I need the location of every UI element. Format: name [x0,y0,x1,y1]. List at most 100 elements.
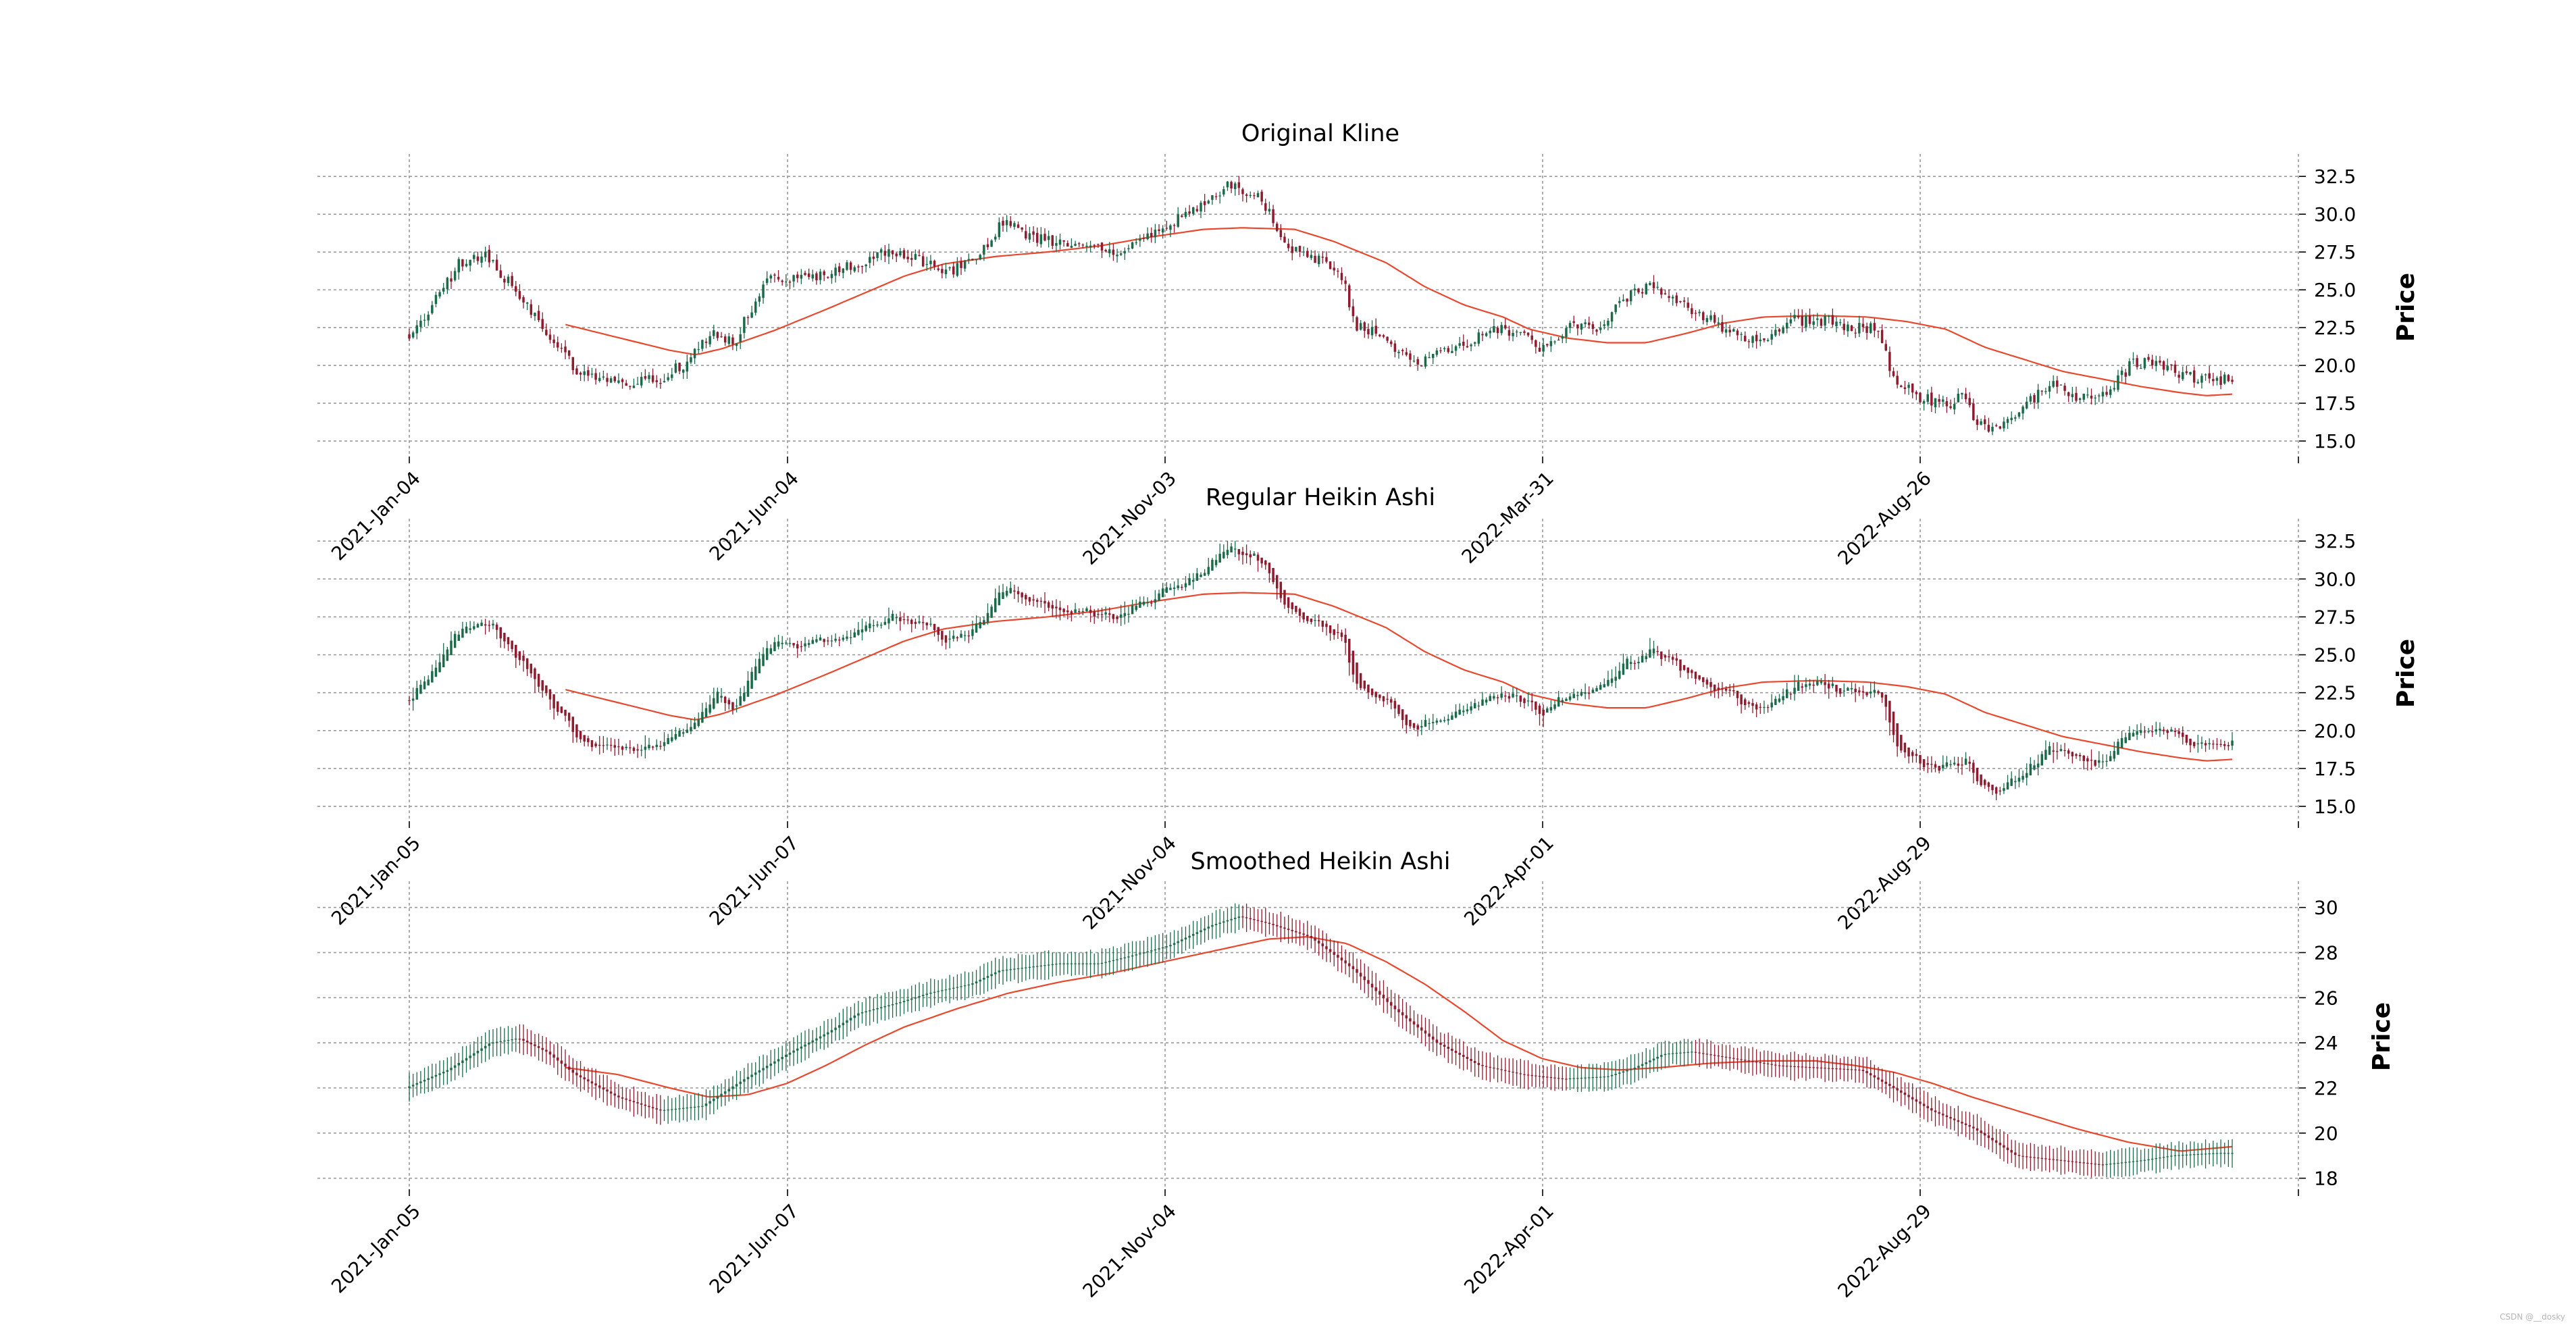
candle-body [453,271,457,280]
candle-body [1287,597,1290,608]
candle-body [765,1066,769,1068]
candle-body [727,1089,731,1092]
candle-body [453,633,457,648]
candle-body [571,1069,575,1073]
candle-body [704,1103,708,1106]
candle-body [1443,348,1446,350]
candle-body [846,262,848,270]
candle-body [1633,288,1637,290]
candle-body [921,256,925,267]
candle-body [1279,581,1283,598]
candle-body [534,1044,536,1047]
grid [317,881,2299,1187]
x-tick-label: 2021-Jan-05 [327,832,425,930]
candle-body [1675,295,1678,303]
candle-body [1466,1056,1469,1059]
candle-body [1637,1066,1640,1068]
candle-body [678,1108,681,1110]
candle-body [1820,319,1823,326]
candle-body [632,748,636,751]
candle-body [914,997,917,999]
candle-body [2040,1158,2044,1159]
candle-body [2182,732,2184,737]
candle-body [876,1008,879,1010]
candle-body [720,1093,723,1097]
candle-body [1652,1058,1655,1061]
candle-body [1645,1062,1648,1064]
candle-body [579,372,582,375]
candle-body [1493,326,1495,333]
candle-body [1454,346,1458,351]
candle-body [681,369,685,373]
candle-body [590,1081,594,1084]
candle-body [891,250,894,255]
candle-body [1146,233,1149,240]
axis: 30 28 26 24 22 20 18 2021-Jan-05 2021-Jun-07 2021… [327,897,2338,1302]
candle-body [1310,618,1313,622]
candle-body [1435,1039,1439,1043]
candle-body [1649,649,1651,658]
candle-body [1473,1060,1476,1063]
candle-body [1705,317,1709,322]
candle-body [1074,609,1077,613]
candle-body [2219,376,2222,385]
candle-body [1435,350,1439,355]
candle-body [1793,1066,1796,1067]
candle-body [2071,394,2074,397]
candle-body [1028,597,1031,602]
candle-body [1363,976,1366,981]
candle-body [1268,209,1271,212]
candle-body [830,640,833,642]
candle-body [644,746,647,750]
candle-body [1732,690,1735,692]
candle-body [1245,917,1248,918]
candle-body [1203,573,1206,576]
candle-body [1005,590,1008,596]
candle-body [2215,378,2219,381]
candle-body [1081,610,1085,613]
candle-body [1382,696,1385,702]
candle-body [2086,1162,2089,1164]
candle-body [1462,342,1465,346]
candle-body [598,1085,601,1088]
candle-body [1820,681,1823,683]
candle-body [1363,322,1366,331]
candle-body [1786,689,1788,698]
candle-body [522,297,525,303]
candle-body [2136,358,2138,367]
candle-body [419,320,422,328]
candle-body [1104,612,1107,615]
candle-body [1515,1072,1518,1074]
candle-body [713,698,715,709]
candle-body [2143,731,2146,733]
candle-body [796,274,799,278]
candle-body [1473,342,1476,344]
candle-body [2223,744,2226,746]
candle-body [1751,336,1754,343]
candle-body [1953,762,1956,764]
candle-body [567,1066,571,1070]
candle-body [800,274,803,279]
x-tick-label: 2021-Nov-04 [1079,1200,1181,1302]
candle-body [1374,987,1377,991]
candle-body [1713,1055,1716,1056]
candle-body [1709,1054,1712,1056]
candle-body [537,311,540,321]
candle-body [1283,590,1286,605]
candle-body [2014,417,2017,419]
candle-body [963,635,967,636]
candle-body [587,738,590,742]
candle-body [1660,651,1663,659]
candle-body [1861,1070,1865,1071]
candle-body [2059,1160,2063,1161]
candle-body [1150,950,1153,952]
candle-body [1732,1058,1735,1059]
candle-body [1226,550,1229,555]
candle-body [1945,401,1949,407]
candle-body [1329,949,1332,952]
candle-body [1275,575,1279,589]
candle-body [849,262,852,270]
candle-body [1838,322,1842,323]
candle-body [1181,215,1183,217]
